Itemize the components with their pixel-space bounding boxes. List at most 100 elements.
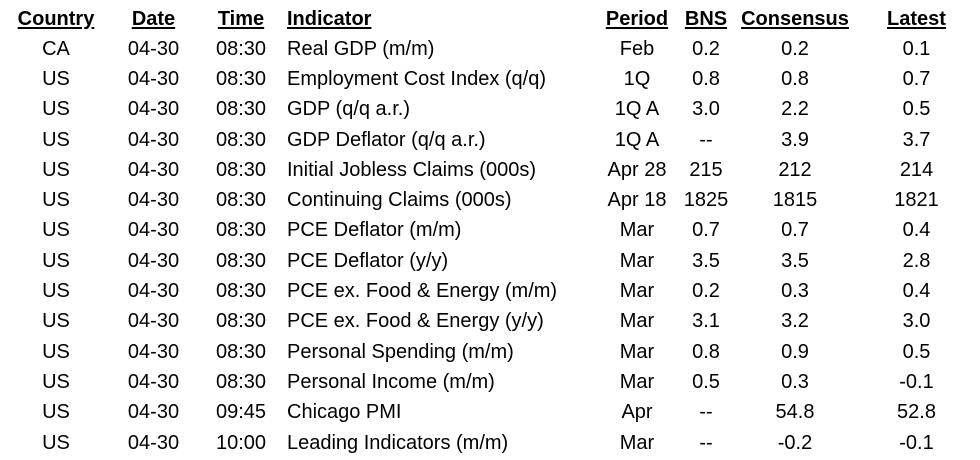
cell-indicator: GDP Deflator (q/q a.r.) [287, 128, 486, 151]
cell-indicator: Personal Income (m/m) [287, 370, 495, 393]
cell-time: 08:30 [215, 310, 267, 333]
cell-latest: 0.4 [902, 219, 931, 242]
cell-indicator: Continuing Claims (000s) [287, 189, 512, 212]
cell-time: 08:30 [215, 370, 267, 393]
cell-time: 08:30 [215, 219, 267, 242]
cell-country: US [42, 189, 70, 212]
column-header-latest: Latest [887, 7, 946, 30]
table-row: US 04-30 08:30 PCE Deflator (y/y) Mar 3.5 3.5 2… [0, 246, 980, 276]
cell-country: US [42, 219, 70, 242]
cell-date: 04-30 [127, 158, 180, 181]
column-header-country: Country [17, 7, 95, 30]
cell-indicator: Initial Jobless Claims (000s) [287, 158, 536, 181]
cell-date: 04-30 [127, 401, 180, 424]
cell-time: 09:45 [215, 401, 267, 424]
cell-consensus: 2.2 [781, 98, 809, 121]
cell-bns: 1825 [683, 189, 729, 212]
column-header-bns: BNS [684, 7, 728, 30]
cell-latest: 0.5 [902, 98, 931, 121]
cell-period: Mar [619, 431, 655, 454]
cell-country: US [42, 401, 70, 424]
cell-consensus: 212 [778, 158, 812, 181]
cell-consensus: 0.8 [781, 67, 809, 90]
cell-period: Apr [621, 401, 653, 424]
cell-period: Mar [619, 310, 655, 333]
cell-latest: 0.1 [902, 37, 931, 60]
cell-latest: 1821 [894, 189, 939, 212]
cell-time: 08:30 [215, 37, 267, 60]
cell-country: US [42, 340, 70, 363]
cell-period: Mar [619, 280, 655, 303]
cell-time: 08:30 [215, 128, 267, 151]
cell-consensus: 1815 [772, 189, 818, 212]
cell-country: US [42, 310, 70, 333]
cell-bns: 0.2 [692, 280, 720, 303]
cell-consensus: 3.5 [781, 249, 809, 272]
cell-date: 04-30 [127, 370, 180, 393]
cell-bns: 0.8 [692, 67, 720, 90]
cell-bns: 0.8 [692, 340, 720, 363]
table-row: US 04-30 08:30 Personal Income (m/m) Mar 0.5 0… [0, 367, 980, 397]
cell-time: 08:30 [215, 158, 267, 181]
cell-consensus: 0.9 [781, 340, 809, 363]
cell-bns: 3.1 [692, 310, 720, 333]
table-row: CA 04-30 08:30 Real GDP (m/m) Feb 0.2 0.2 0.1 [0, 34, 980, 64]
cell-country: US [42, 158, 70, 181]
cell-time: 08:30 [215, 280, 267, 303]
cell-latest: 0.4 [902, 280, 931, 303]
cell-bns: 3.5 [692, 249, 720, 272]
cell-indicator: GDP (q/q a.r.) [287, 98, 411, 121]
cell-date: 04-30 [127, 280, 180, 303]
table-row: US 04-30 08:30 GDP Deflator (q/q a.r.) 1Q A -… [0, 125, 980, 155]
cell-bns: 0.5 [692, 370, 720, 393]
table-row: US 04-30 08:30 PCE Deflator (m/m) Mar 0.7 0.7 0… [0, 216, 980, 246]
cell-country: CA [42, 37, 70, 60]
cell-latest: 52.8 [897, 401, 936, 424]
cell-consensus: 3.2 [781, 310, 809, 333]
cell-country: US [42, 128, 70, 151]
cell-indicator: Personal Spending (m/m) [287, 340, 514, 363]
cell-time: 10:00 [215, 431, 267, 454]
cell-latest: 3.7 [902, 128, 931, 151]
cell-indicator: PCE ex. Food & Energy (m/m) [287, 280, 558, 303]
cell-indicator: PCE Deflator (y/y) [287, 249, 449, 272]
table-row: US 04-30 08:30 Employment Cost Index (q/q) 1… [0, 64, 980, 94]
economic-calendar-table: Country Date Time Indicator Period BNS C… [0, 4, 980, 458]
column-header-period: Period [605, 7, 669, 30]
cell-period: Mar [619, 219, 655, 242]
cell-date: 04-30 [127, 67, 180, 90]
cell-date: 04-30 [127, 128, 180, 151]
cell-consensus: 0.3 [781, 370, 809, 393]
cell-date: 04-30 [127, 431, 180, 454]
column-header-time: Time [217, 7, 265, 30]
cell-bns: -- [699, 431, 713, 454]
cell-indicator: Employment Cost Index (q/q) [287, 67, 546, 90]
cell-date: 04-30 [127, 189, 180, 212]
cell-country: US [42, 280, 70, 303]
cell-country: US [42, 67, 70, 90]
cell-country: US [42, 249, 70, 272]
header-row: Country Date Time Indicator Period BNS C… [0, 4, 980, 34]
cell-bns: 3.0 [692, 98, 720, 121]
cell-consensus: 54.8 [775, 401, 815, 424]
cell-latest: 2.8 [902, 249, 931, 272]
cell-date: 04-30 [127, 219, 180, 242]
cell-latest: 3.0 [902, 310, 931, 333]
cell-latest: -0.1 [899, 370, 934, 393]
cell-latest: -0.1 [899, 431, 934, 454]
cell-bns: 0.2 [692, 37, 720, 60]
column-header-consensus: Consensus [741, 7, 849, 30]
cell-time: 08:30 [215, 67, 267, 90]
cell-latest: 0.5 [902, 340, 931, 363]
cell-indicator: Real GDP (m/m) [287, 37, 435, 60]
table-row: US 04-30 10:00 Leading Indicators (m/m) Mar -… [0, 428, 980, 458]
cell-consensus: 3.9 [781, 128, 809, 151]
cell-latest: 214 [899, 158, 934, 181]
cell-bns: 0.7 [692, 219, 720, 242]
cell-country: US [42, 370, 70, 393]
table-row: US 04-30 08:30 Personal Spending (m/m) Mar 0.… [0, 337, 980, 367]
cell-period: 1Q A [614, 128, 660, 151]
table-row: US 04-30 08:30 GDP (q/q a.r.) 1Q A 3.0 2.2 0.5 [0, 95, 980, 125]
cell-consensus: 0.7 [781, 219, 809, 242]
cell-bns: 215 [689, 158, 723, 181]
